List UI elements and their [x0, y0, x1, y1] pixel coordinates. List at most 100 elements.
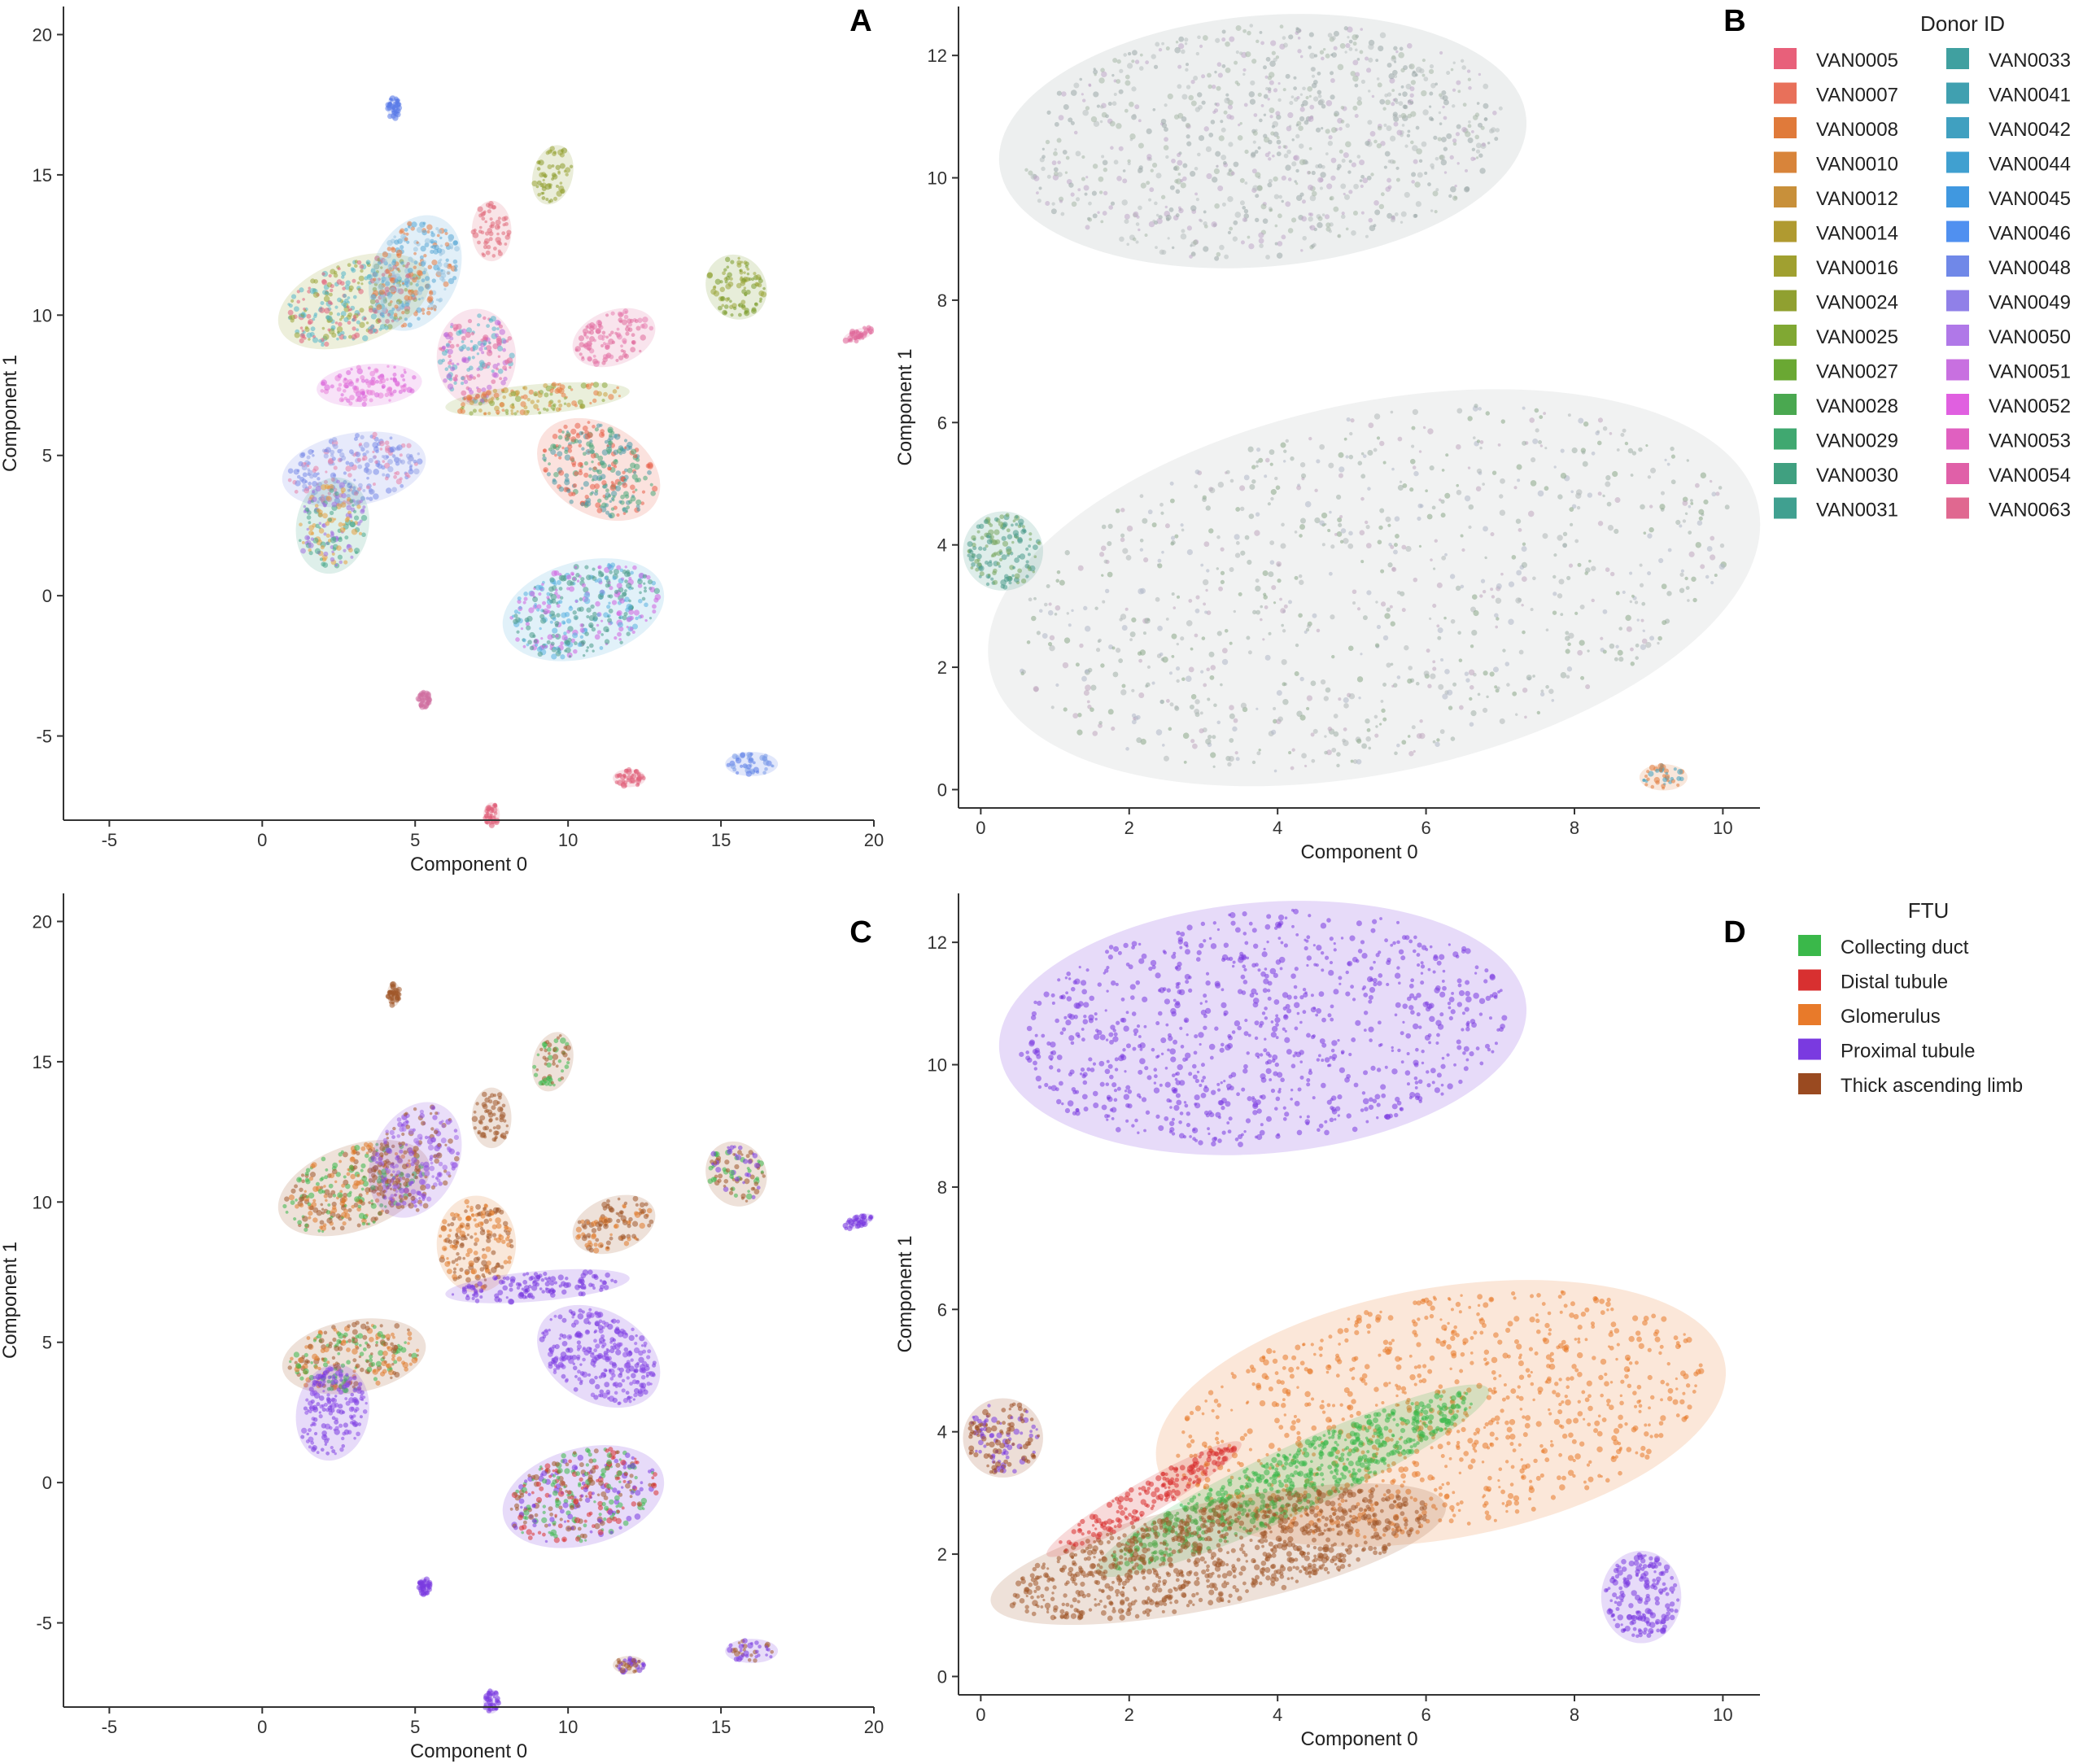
point: [1646, 777, 1650, 781]
y-tick-label: 6: [937, 413, 947, 433]
legend-swatch: [1774, 428, 1797, 450]
point: [356, 320, 360, 325]
point: [459, 330, 462, 334]
point: [380, 266, 383, 269]
point: [310, 278, 316, 284]
point: [980, 535, 985, 540]
cluster: [537, 417, 661, 522]
point: [481, 351, 485, 355]
point: [1650, 784, 1655, 789]
point: [329, 292, 333, 297]
legend-swatch: [1946, 497, 1969, 519]
legend-item: VAN0025: [1774, 325, 1898, 348]
point: [294, 332, 300, 338]
point: [444, 367, 449, 372]
point: [391, 319, 395, 323]
point: [502, 223, 506, 227]
point: [306, 332, 312, 338]
point: [985, 582, 990, 587]
legend-swatch: [1774, 290, 1797, 312]
point: [996, 561, 1001, 565]
point: [1001, 554, 1007, 561]
point: [1023, 529, 1027, 534]
point: [362, 334, 369, 342]
point: [422, 705, 427, 710]
x-axis-label: Component 0: [410, 854, 527, 875]
legend-label: VAN0029: [1816, 430, 1898, 452]
point: [344, 284, 351, 290]
legend-item: VAN0005: [1774, 48, 1898, 72]
point: [369, 299, 376, 304]
x-tick-label: 0: [976, 818, 985, 838]
point: [395, 106, 400, 110]
point: [328, 273, 332, 278]
cluster: [483, 802, 500, 828]
point: [732, 767, 737, 772]
point: [439, 347, 443, 351]
legend-label: VAN0044: [1989, 154, 2071, 176]
point: [367, 329, 373, 334]
point: [1015, 522, 1019, 526]
point: [370, 324, 375, 329]
legend-label: VAN0025: [1816, 326, 1898, 348]
point: [1028, 532, 1033, 536]
point: [340, 311, 347, 317]
point: [304, 325, 308, 330]
point: [471, 356, 475, 360]
x-tick-label: 10: [1713, 818, 1732, 838]
y-axis-label: Component 1: [894, 348, 916, 465]
point: [461, 328, 467, 334]
cluster: [470, 200, 512, 262]
legend-label: VAN0030: [1816, 465, 1898, 487]
point: [1033, 544, 1038, 550]
legend-swatch: [1946, 82, 1969, 104]
legend-label: VAN0028: [1816, 395, 1898, 417]
legend-item: VAN0049: [1946, 290, 2071, 314]
legend-swatch: [1946, 325, 1969, 346]
point: [404, 308, 410, 315]
x-tick-label: 2: [1124, 818, 1134, 838]
point: [359, 321, 365, 329]
point: [1007, 552, 1011, 556]
point: [458, 346, 465, 351]
point: [745, 771, 752, 777]
x-tick-label: 4: [1273, 818, 1282, 838]
point: [999, 514, 1005, 519]
point: [482, 253, 487, 258]
point: [1670, 776, 1675, 781]
point: [1655, 768, 1660, 773]
point: [463, 357, 469, 364]
point: [477, 313, 482, 318]
point: [441, 358, 445, 363]
point: [477, 240, 481, 245]
point: [322, 334, 330, 340]
point: [483, 316, 487, 321]
point: [358, 275, 365, 282]
point: [998, 521, 1004, 527]
point: [336, 325, 343, 333]
point: [478, 347, 483, 351]
point: [333, 273, 338, 278]
y-tick-label: 20: [33, 24, 52, 45]
legend-swatch: [1774, 117, 1797, 138]
legend-swatch: [1946, 359, 1969, 381]
point: [1000, 584, 1006, 589]
legend-swatch: [1946, 186, 1969, 207]
point: [1655, 780, 1660, 785]
point: [1028, 544, 1031, 548]
point: [1644, 775, 1648, 778]
cluster: [1639, 762, 1688, 791]
point: [370, 313, 377, 320]
point: [621, 782, 627, 789]
point: [1648, 764, 1656, 771]
legend-item: VAN0016: [1774, 255, 1898, 279]
point: [480, 338, 484, 343]
point: [467, 319, 473, 324]
legend-item: VAN0027: [1774, 359, 1898, 383]
point: [483, 343, 487, 347]
legend-item: VAN0052: [1946, 394, 2071, 417]
point: [368, 308, 373, 313]
point: [330, 284, 334, 289]
point: [299, 333, 306, 338]
